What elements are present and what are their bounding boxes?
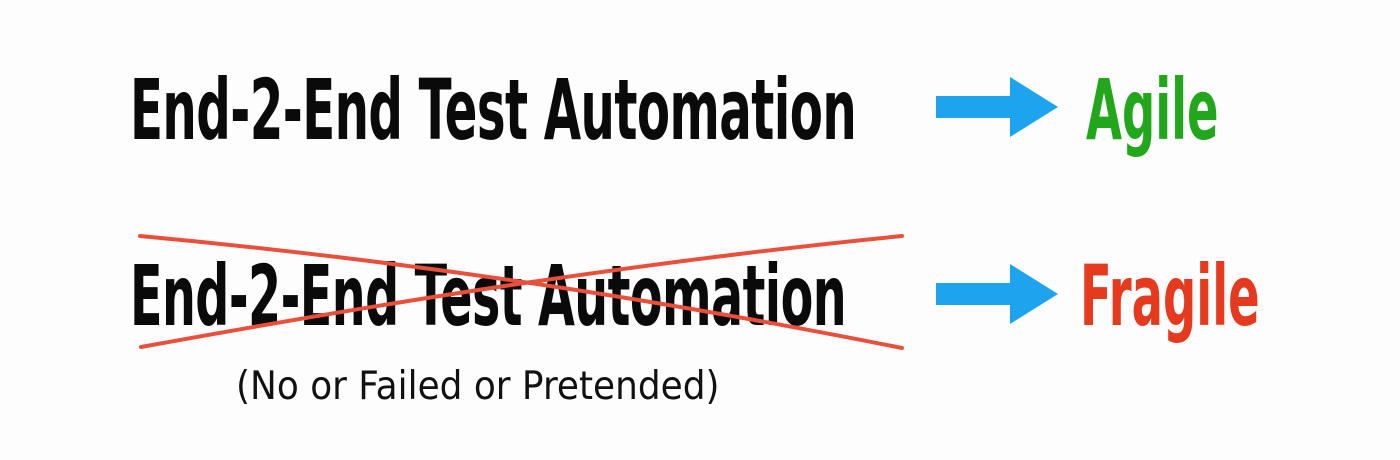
arrow-head	[1010, 77, 1058, 137]
right-arrow-icon	[936, 264, 1058, 324]
arrow-shaft	[936, 96, 1020, 118]
arrow-shaft	[936, 283, 1020, 305]
row-fragile-result: Fragile	[1080, 247, 1260, 345]
arrow-head	[1010, 264, 1058, 324]
right-arrow-icon	[936, 77, 1058, 137]
row-agile-label: End-2-End Test Automation	[130, 61, 857, 159]
row-fragile-label: End-2-End Test Automation	[130, 247, 847, 345]
row-fragile-note: (No or Failed or Pretended)	[236, 364, 720, 409]
row-agile-result: Agile	[1086, 61, 1219, 159]
